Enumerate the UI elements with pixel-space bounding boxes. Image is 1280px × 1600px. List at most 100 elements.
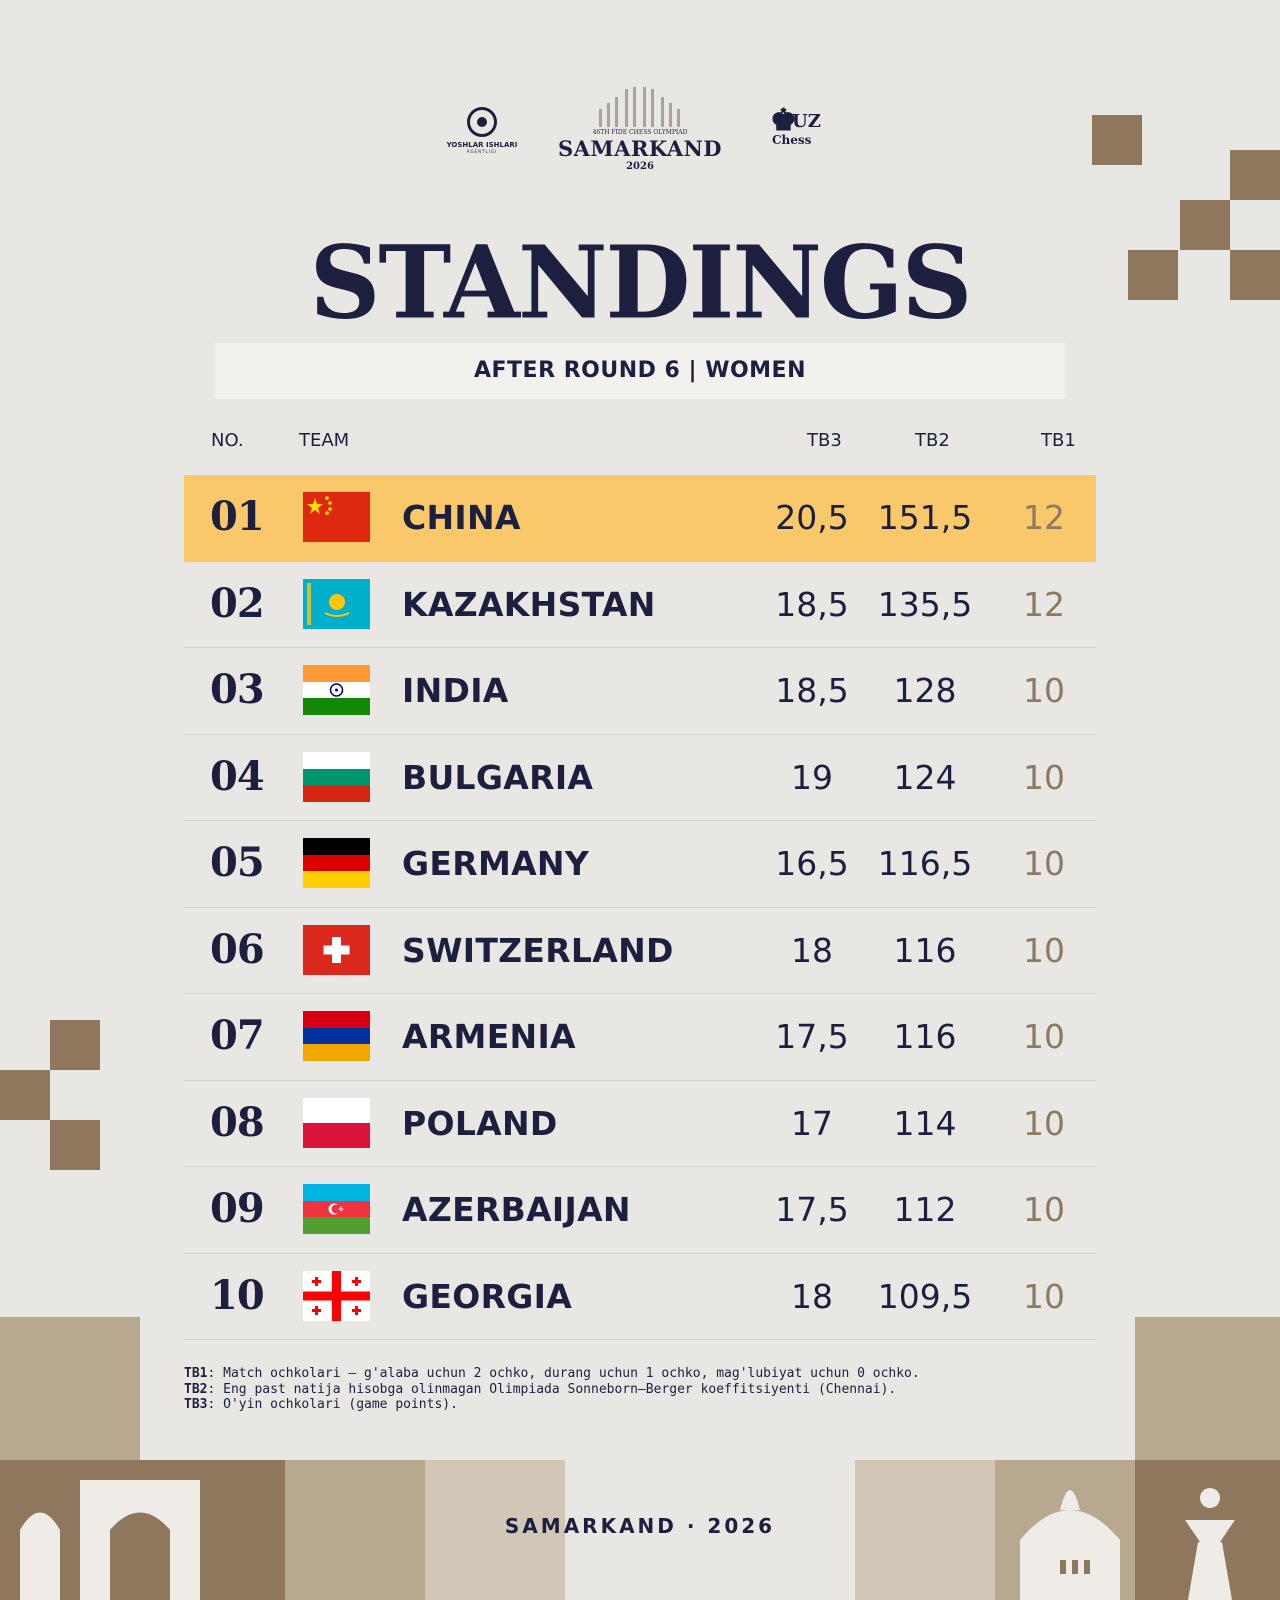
table-header: NO. TEAM TB3 TB2 TB1 bbox=[0, 430, 1280, 454]
decor-square bbox=[50, 1120, 100, 1170]
tb1-value: 12 bbox=[1023, 498, 1065, 537]
rank: 03 bbox=[210, 666, 265, 713]
col-tb2: TB2 bbox=[915, 430, 950, 451]
note-line: TB1: Match ochkolari — g'alaba uchun 2 o… bbox=[184, 1366, 1096, 1382]
team-name: ARMENIA bbox=[402, 1017, 576, 1056]
olympiad-name: SAMARKAND bbox=[557, 136, 723, 161]
table-row: 03 INDIA 18,5 128 10 bbox=[184, 648, 1096, 735]
decor-square bbox=[1180, 200, 1230, 250]
col-tb1: TB1 bbox=[1041, 430, 1076, 451]
skyline-decoration bbox=[0, 1317, 1280, 1600]
table-row: 08 POLAND 17 114 10 bbox=[184, 1081, 1096, 1167]
table-row: 01 CHINA 20,5 151,5 12 bbox=[184, 475, 1096, 562]
tb2-value: 135,5 bbox=[877, 584, 973, 624]
note-text: : Eng past natija hisobga olinmagan Olim… bbox=[207, 1381, 897, 1397]
table-row: 04 BULGARIA 19 124 10 bbox=[184, 735, 1096, 821]
rank: 04 bbox=[210, 752, 265, 800]
note-line: TB2: Eng past natija hisobga olinmagan O… bbox=[184, 1382, 1096, 1398]
tb3-value: 18,5 bbox=[775, 671, 849, 710]
tb3-value: 20,5 bbox=[775, 498, 849, 537]
switzerland-flag-icon bbox=[303, 924, 370, 975]
decor-square bbox=[1230, 250, 1280, 300]
table-row: 09 AZERBAIJAN 17,5 112 10 bbox=[184, 1167, 1096, 1254]
uzchess-top: UZ bbox=[792, 111, 821, 132]
col-tb3: TB3 bbox=[807, 430, 842, 451]
chess-king-icon: ♚ bbox=[770, 103, 797, 138]
team-name: CHINA bbox=[402, 498, 521, 537]
tb1-value: 10 bbox=[1023, 757, 1065, 797]
decor-square bbox=[1128, 250, 1178, 300]
olympiad-logo: 46TH FIDE CHESS OLYMPIAD SAMARKAND 2026 bbox=[552, 87, 728, 172]
tb1-value: 12 bbox=[1023, 584, 1065, 624]
azerbaijan-flag-icon bbox=[303, 1184, 370, 1234]
decor-square bbox=[1092, 115, 1142, 165]
rank: 05 bbox=[210, 839, 265, 886]
china-flag-icon bbox=[303, 492, 370, 542]
tb3-value: 19 bbox=[791, 757, 833, 797]
note-key: TB1 bbox=[184, 1366, 208, 1381]
tb2-value: 151,5 bbox=[877, 498, 973, 537]
team-name: POLAND bbox=[402, 1103, 558, 1143]
georgia-flag-icon bbox=[303, 1270, 370, 1321]
tb2-value: 116,5 bbox=[877, 844, 973, 883]
india-flag-icon bbox=[303, 665, 370, 715]
germany-flag-icon bbox=[303, 838, 370, 888]
rank: 09 bbox=[210, 1185, 265, 1232]
team-name: BULGARIA bbox=[402, 757, 594, 797]
rank: 02 bbox=[210, 579, 265, 627]
rank: 08 bbox=[210, 1098, 265, 1146]
table-row: 07 ARMENIA 17,5 116 10 bbox=[184, 994, 1096, 1081]
tb3-value: 17,5 bbox=[775, 1017, 849, 1056]
tb2-value: 116 bbox=[893, 1017, 957, 1056]
sponsor-logos: YOSHLAR ISHLARI AGENTLIGI 46TH FIDE CHES… bbox=[0, 87, 1280, 185]
team-name: GERMANY bbox=[402, 844, 590, 883]
standings-table: 01 CHINA 20,5 151,5 12 02 KAZAKHSTAN 18,… bbox=[184, 475, 1096, 1340]
armenia-flag-icon bbox=[303, 1011, 370, 1061]
tb2-value: 124 bbox=[893, 757, 957, 797]
rank: 07 bbox=[210, 1012, 265, 1059]
tb2-value: 116 bbox=[893, 930, 957, 970]
note-key: TB2 bbox=[184, 1381, 208, 1397]
table-row: 05 GERMANY 16,5 116,5 10 bbox=[184, 821, 1096, 908]
tb1-value: 10 bbox=[1023, 844, 1065, 883]
decor-square bbox=[1230, 150, 1280, 200]
olympiad-subtitle: 46TH FIDE CHESS OLYMPIAD bbox=[592, 129, 688, 136]
tb2-value: 109,5 bbox=[877, 1276, 973, 1316]
emblem-icon bbox=[467, 107, 497, 137]
note-text: : O'yin ochkolari (game points). bbox=[207, 1397, 458, 1412]
tb1-value: 10 bbox=[1023, 1103, 1065, 1143]
note-key: TB3 bbox=[184, 1397, 208, 1412]
tb2-value: 112 bbox=[893, 1190, 957, 1229]
team-name: KAZAKHSTAN bbox=[402, 584, 656, 624]
olympiad-year: 2026 bbox=[626, 161, 654, 172]
page-title: STANDINGS bbox=[309, 224, 973, 343]
tb1-value: 10 bbox=[1023, 671, 1065, 710]
tb1-value: 10 bbox=[1023, 930, 1065, 970]
poland-flag-icon bbox=[303, 1097, 370, 1148]
team-name: SWITZERLAND bbox=[402, 930, 674, 970]
youth-agency-logo: YOSHLAR ISHLARI AGENTLIGI bbox=[446, 107, 518, 154]
note-line: TB3: O'yin ochkolari (game points). bbox=[184, 1397, 1096, 1413]
team-name: GEORGIA bbox=[402, 1276, 573, 1316]
tb3-value: 17,5 bbox=[775, 1190, 849, 1229]
tb3-value: 17 bbox=[791, 1103, 833, 1143]
footer-text: SAMARKAND · 2026 bbox=[504, 1514, 776, 1538]
decor-square bbox=[0, 1070, 50, 1120]
rank: 10 bbox=[210, 1271, 265, 1319]
rank: 01 bbox=[210, 493, 265, 540]
youth-agency-sub: AGENTLIGI bbox=[466, 149, 498, 154]
tiebreak-notes: TB1: Match ochkolari — g'alaba uchun 2 o… bbox=[184, 1366, 1096, 1413]
tb3-value: 16,5 bbox=[775, 844, 849, 883]
decor-square bbox=[50, 1020, 100, 1070]
page-subtitle: AFTER ROUND 6 | WOMEN bbox=[215, 343, 1065, 399]
note-text: : Match ochkolari — g'alaba uchun 2 ochk… bbox=[207, 1366, 920, 1381]
table-row: 06 SWITZERLAND 18 116 10 bbox=[184, 908, 1096, 994]
col-no: NO. bbox=[211, 430, 244, 451]
team-name: AZERBAIJAN bbox=[402, 1190, 631, 1229]
youth-agency-name: YOSHLAR ISHLARI bbox=[446, 141, 518, 149]
table-row: 10 GEORGIA 18 109,5 10 bbox=[184, 1254, 1096, 1340]
team-name: INDIA bbox=[402, 671, 509, 710]
rank: 06 bbox=[210, 925, 265, 973]
tb1-value: 10 bbox=[1023, 1190, 1065, 1229]
registan-icon bbox=[595, 87, 685, 127]
